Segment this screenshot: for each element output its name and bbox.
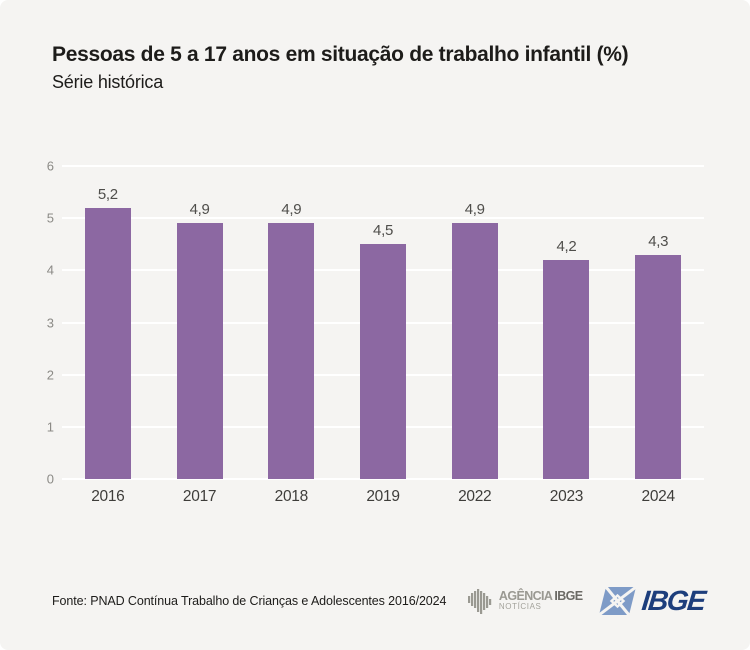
gridline-0 (62, 478, 704, 480)
plot-area: 0 1 2 3 4 5 6 5,2 2016 4,9 2017 4,9 2018 4,5 2019 4,9 20… (47, 160, 704, 505)
bar-group-2017: 4,9 2017 (154, 166, 246, 505)
bar-value-label: 4,5 (373, 222, 393, 240)
bar-value-label: 4,9 (464, 201, 485, 219)
bar-group-2022: 4,9 2022 (429, 166, 521, 505)
agencia-ibge-noticias-logo: AGÊNCIA IBGE NOTÍCIAS (467, 587, 583, 615)
x-tick-label-2017: 2017 (182, 488, 217, 505)
y-tick-label-1: 1 (46, 419, 54, 435)
brazil-bars-icon (467, 589, 492, 614)
bar-group-2023: 4,2 2023 (521, 166, 613, 505)
ibge-symbol-icon (598, 586, 637, 616)
bar-2023 (543, 259, 590, 479)
ibge-logo: IBGE (598, 585, 706, 616)
y-tick-label-5: 5 (46, 210, 54, 226)
source-note: Fonte: PNAD Contínua Trabalho de Criança… (52, 594, 447, 608)
bars-container: 5,2 2016 4,9 2017 4,9 2018 4,5 2019 4,9 2022 4,2 20… (62, 166, 704, 505)
y-tick-label-2: 2 (46, 367, 54, 383)
bar-value-label: 4,2 (556, 237, 577, 255)
agencia-logo-line1: AGÊNCIA IBGE (498, 588, 583, 604)
header: Pessoas de 5 a 17 anos em situação de tr… (0, 0, 750, 94)
x-tick-label-2023: 2023 (549, 488, 584, 505)
bar-value-label: 5,2 (97, 185, 118, 203)
x-tick-label-2019: 2019 (366, 488, 400, 505)
ibge-logo-text: IBGE (639, 585, 706, 616)
agencia-ibge-word: IBGE (554, 588, 583, 603)
page-subtitle: Série histórica (52, 72, 164, 92)
x-tick-label-2022: 2022 (458, 488, 492, 505)
gridline-5 (62, 217, 704, 220)
bar-2017 (176, 223, 223, 479)
y-tick-label-3: 3 (46, 315, 54, 330)
bar-2019 (360, 244, 407, 479)
gridline-6 (62, 165, 704, 167)
bar-group-2024: 4,3 2024 (612, 166, 704, 505)
x-tick-label-2016: 2016 (91, 488, 125, 505)
agencia-logo-text: AGÊNCIA IBGE NOTÍCIAS (498, 588, 583, 613)
bar-value-label: 4,9 (189, 201, 210, 219)
footer: Fonte: PNAD Contínua Trabalho de Criança… (52, 585, 706, 616)
bar-2024 (635, 254, 682, 479)
agencia-word: AGÊNCIA (498, 588, 553, 603)
page-title: Pessoas de 5 a 17 anos em situação de tr… (52, 43, 629, 66)
y-tick-label-6: 6 (46, 158, 54, 174)
bar-2018 (268, 223, 315, 479)
bar-value-label: 4,3 (648, 232, 669, 250)
bar-group-2018: 4,9 2018 (245, 166, 337, 505)
x-tick-label-2024: 2024 (641, 488, 676, 505)
bar-value-label: 4,9 (281, 201, 302, 219)
bar-group-2016: 5,2 2016 (62, 166, 154, 505)
agencia-logo-line2: NOTÍCIAS (498, 602, 542, 612)
bar-2016 (84, 207, 131, 479)
y-tick-label-0: 0 (46, 471, 54, 487)
y-tick-label-4: 4 (46, 262, 54, 278)
bar-chart: 0 1 2 3 4 5 6 5,2 2016 4,9 2017 4,9 2018 4,5 2019 4,9 20… (47, 160, 704, 505)
logos: AGÊNCIA IBGE NOTÍCIAS IBGE (467, 585, 706, 616)
bar-2022 (451, 223, 498, 479)
bar-group-2019: 4,5 2019 (337, 166, 429, 505)
x-tick-label-2018: 2018 (274, 488, 309, 505)
